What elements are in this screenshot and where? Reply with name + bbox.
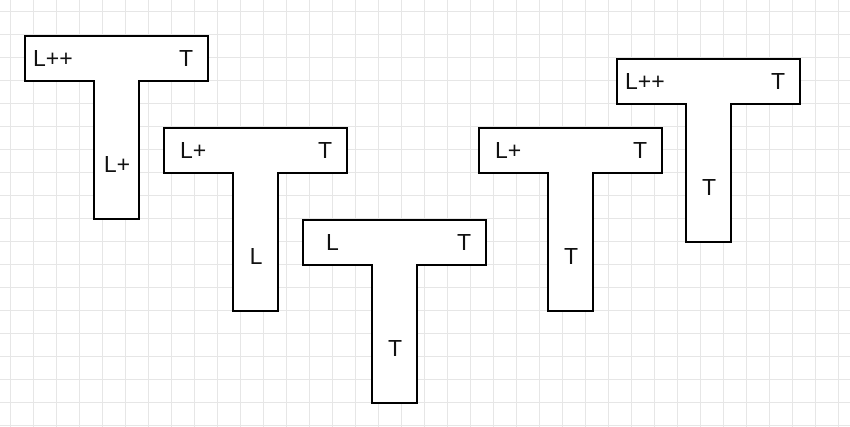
t-tetromino-3: L T T [302, 219, 487, 404]
t-tetromino-outline [616, 58, 801, 243]
shape-label-stem: T [563, 243, 579, 269]
t-tetromino-1: L++ T L+ [24, 35, 209, 220]
t-tetromino-outline [24, 35, 209, 220]
shape-label-right: T [633, 137, 648, 163]
t-tetromino-4: L+ T T [478, 127, 663, 312]
t-tetromino-outline [163, 127, 348, 312]
shape-label-stem: T [701, 174, 717, 200]
shape-label-stem: L+ [103, 151, 131, 177]
shape-label-left: L++ [625, 68, 665, 94]
shape-label-left: L [326, 229, 339, 255]
shape-label-right: T [318, 137, 333, 163]
shape-label-stem: T [387, 335, 403, 361]
t-tetromino-5: L++ T T [616, 58, 801, 243]
shape-label-right: T [771, 68, 786, 94]
t-tetromino-outline [302, 219, 487, 404]
shape-label-left: L+ [180, 137, 207, 163]
t-tetromino-2: L+ T L [163, 127, 348, 312]
t-tetromino-outline [478, 127, 663, 312]
shape-label-stem: L [249, 243, 263, 269]
shape-label-left: L+ [495, 137, 522, 163]
shape-label-right: T [457, 229, 472, 255]
shape-label-left: L++ [33, 45, 73, 71]
shape-label-right: T [179, 45, 194, 71]
